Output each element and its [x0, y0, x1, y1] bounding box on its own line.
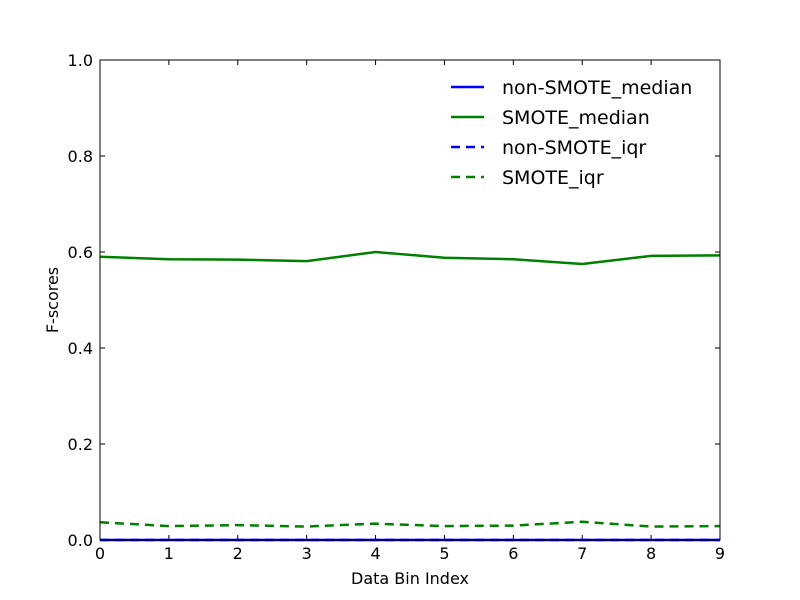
- x-tick-label: 9: [715, 544, 725, 563]
- legend-label: non-SMOTE_median: [502, 77, 692, 99]
- x-tick-label: 7: [577, 544, 587, 563]
- y-tick-label: 0.6: [68, 243, 93, 262]
- x-tick-label: 1: [164, 544, 174, 563]
- plot-frame: [99, 59, 721, 541]
- y-tick-label: 0.4: [68, 339, 93, 358]
- legend: non-SMOTE_median SMOTE_median non-SMOTE_iq…: [451, 77, 692, 189]
- x-tick-label: 0: [95, 544, 105, 563]
- x-tick-label: 5: [439, 544, 449, 563]
- y-axis-label: F-scores: [43, 267, 62, 333]
- legend-label: SMOTE_median: [502, 107, 650, 129]
- x-tick-label: 4: [370, 544, 380, 563]
- y-tick-label: 0.8: [68, 147, 93, 166]
- x-tick-label: 3: [302, 544, 312, 563]
- x-tick-label: 2: [233, 544, 243, 563]
- x-tick-label: 6: [508, 544, 518, 563]
- tick-labels: 0 1 2 3 4 5 6 7 8 9 0.0 0.2 0.4 0.6 0.8 1.0: [68, 51, 726, 563]
- x-axis-label: Data Bin Index: [351, 569, 469, 588]
- y-tick-label: 1.0: [68, 51, 93, 70]
- y-tick-label: 0.0: [68, 531, 93, 550]
- x-tick-label: 8: [646, 544, 656, 563]
- plot-area: [100, 60, 720, 540]
- legend-label: SMOTE_iqr: [502, 167, 604, 189]
- series-line-smote-median: [99, 250, 721, 266]
- y-tick-label: 0.2: [68, 435, 93, 454]
- series-line-smote-iqr: [99, 520, 721, 528]
- legend-label: non-SMOTE_iqr: [502, 137, 646, 159]
